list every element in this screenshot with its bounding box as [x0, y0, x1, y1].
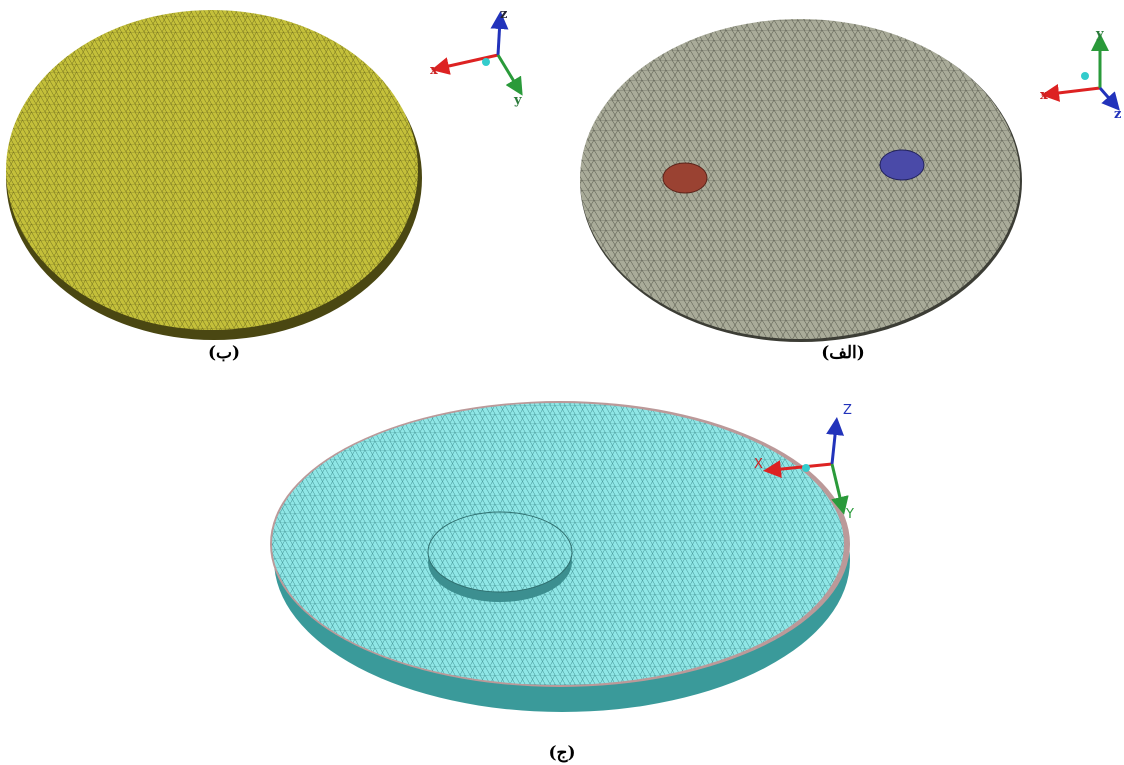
- panel-label: (ب): [208, 343, 240, 363]
- axis-y: y: [1095, 27, 1104, 42]
- boss-top: [428, 512, 572, 592]
- axis-x: x: [1040, 88, 1048, 103]
- figure: (ب) x z y (الف) x y z: [0, 0, 1124, 765]
- axis-x: X: [754, 457, 763, 472]
- mesh-disk: [6, 10, 418, 330]
- axis-triad: x y z: [1040, 27, 1121, 122]
- panel-alef: (الف) x y z: [580, 19, 1121, 363]
- axis-y: y: [513, 93, 522, 108]
- axis-triad: x z y: [430, 7, 522, 108]
- axis-z: z: [500, 7, 507, 22]
- mesh-disk: [580, 19, 1020, 339]
- panel-jim: (ج) X Z Y: [270, 401, 854, 763]
- axis-z: Z: [843, 403, 852, 418]
- axis-y: Y: [845, 507, 854, 522]
- axis-z: z: [1114, 107, 1121, 122]
- red-region: [663, 163, 707, 193]
- panel-label: (الف): [821, 343, 865, 363]
- panel-label: (ج): [548, 743, 575, 763]
- panel-b: (ب) x z y: [6, 7, 522, 363]
- axis-x: x: [430, 63, 438, 78]
- blue-region: [880, 150, 924, 180]
